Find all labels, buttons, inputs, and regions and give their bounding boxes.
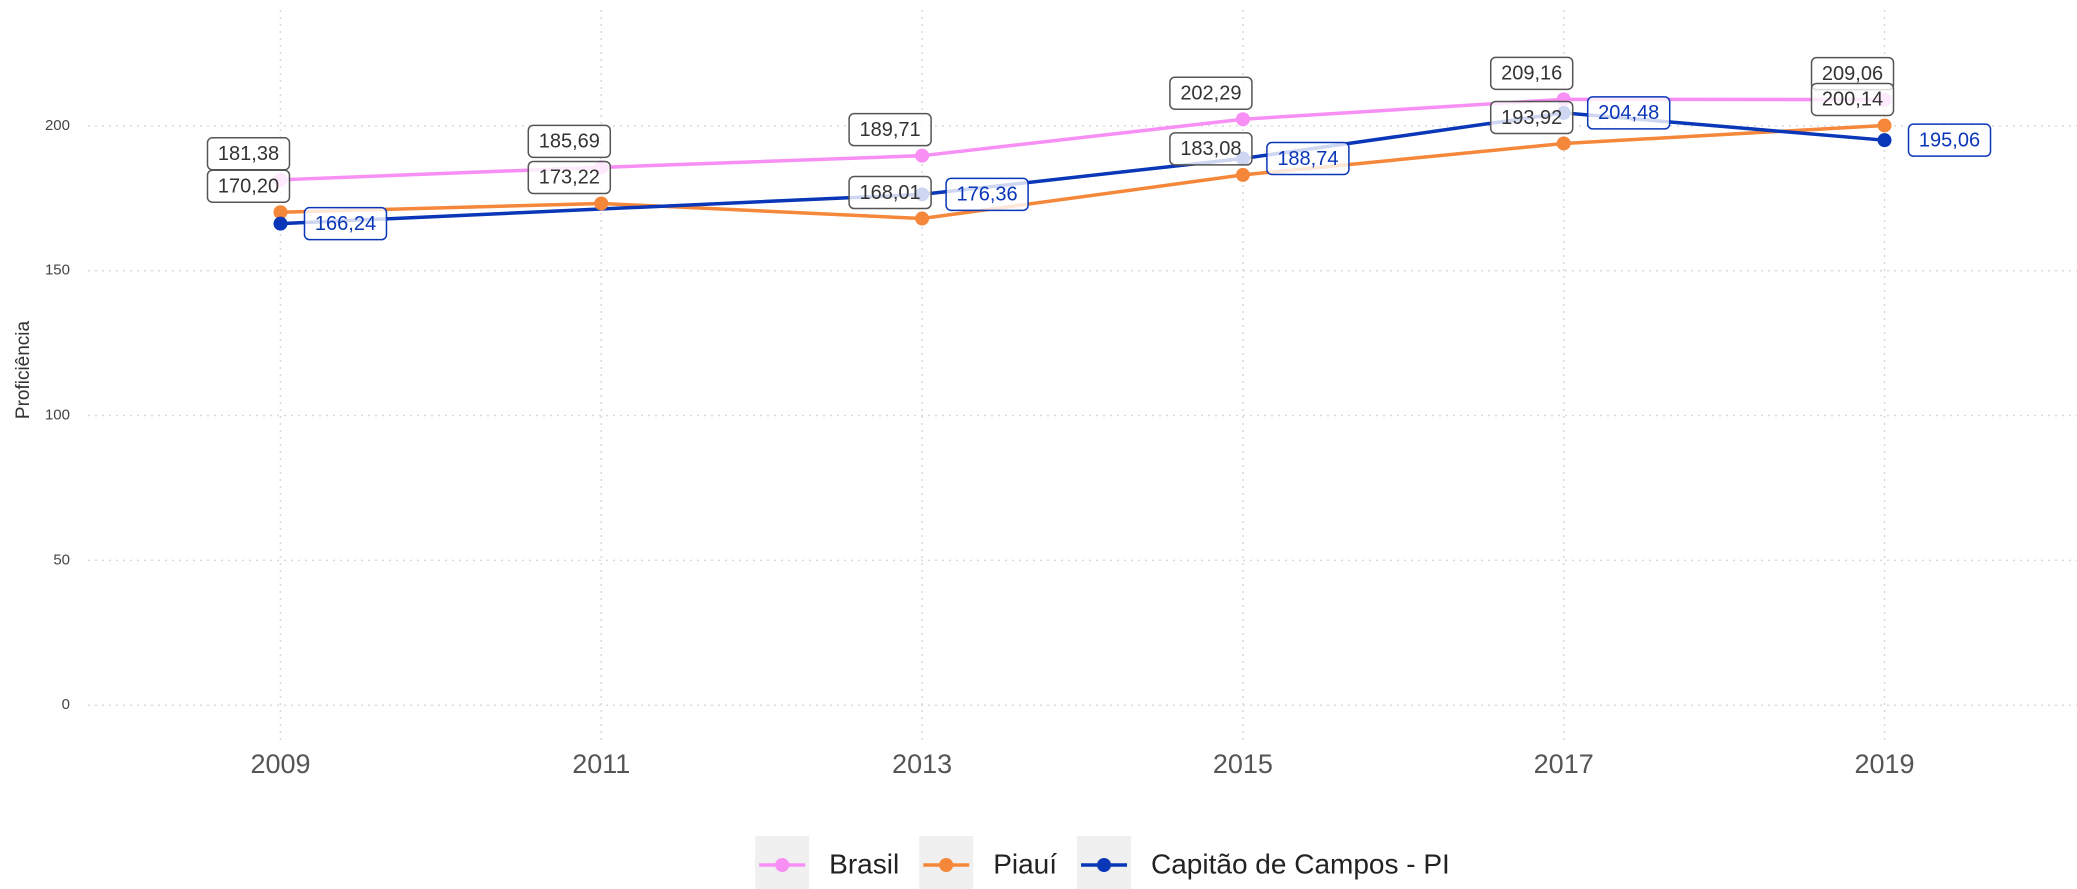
data-point [1877, 118, 1892, 133]
data-point [1235, 167, 1250, 182]
value-label-text: 170,20 [218, 175, 279, 197]
series-line [280, 123, 1885, 221]
data-point [273, 205, 288, 220]
value-label: 166,24 [303, 206, 388, 241]
value-label: 176,36 [945, 177, 1029, 212]
y-tick-label: 200 [45, 117, 70, 134]
value-label-box [527, 160, 612, 195]
data-point [1235, 112, 1250, 127]
legend-item: Capitão de Campos - PI [1077, 836, 1450, 889]
value-label-text: 200,14 [1822, 89, 1883, 111]
value-label: 202,29 [1169, 76, 1253, 110]
value-label-box [303, 206, 388, 241]
value-label-text: 176,36 [957, 184, 1018, 206]
value-label-text: 183,08 [1180, 138, 1241, 160]
value-label-text: 202,29 [1180, 83, 1241, 105]
legend-label: Capitão de Campos - PI [1151, 848, 1450, 879]
legend-key-point [1097, 858, 1112, 872]
value-label: 204,48 [1586, 96, 1671, 130]
value-label-text: 181,38 [218, 143, 279, 165]
value-label: 173,22 [527, 160, 612, 195]
x-tick-label: 2017 [1534, 749, 1594, 779]
legend-item: Piauí [919, 836, 1057, 889]
x-tick-label: 2013 [892, 749, 952, 779]
x-tick-label: 2019 [1854, 749, 1914, 779]
value-label-box [848, 175, 932, 210]
value-label-text: 209,16 [1501, 63, 1562, 85]
value-label-box [1489, 56, 1574, 91]
value-label-text: 188,74 [1277, 148, 1338, 170]
value-label-box [945, 177, 1029, 212]
value-label-text: 204,48 [1598, 102, 1659, 124]
x-tick-label: 2015 [1213, 749, 1273, 779]
value-label: 188,74 [1266, 141, 1350, 176]
value-label: 183,08 [1169, 132, 1253, 166]
value-label-box [848, 112, 932, 147]
y-axis-title: Proficiência [13, 320, 34, 419]
data-point [915, 211, 930, 226]
value-label-text: 185,69 [539, 131, 600, 153]
value-label: 200,14 [1810, 82, 1895, 117]
value-label: 189,71 [848, 112, 932, 147]
value-label: 185,69 [527, 124, 612, 159]
value-label-box [206, 169, 291, 203]
value-label: 209,16 [1489, 56, 1574, 91]
value-label-box [1586, 96, 1671, 130]
data-point [273, 216, 288, 231]
value-label-box [1266, 141, 1350, 176]
y-tick-label: 100 [45, 407, 70, 424]
legend-key-point [939, 858, 954, 872]
value-label-text: 168,01 [860, 182, 921, 204]
legend-item: Brasil [755, 836, 899, 889]
data-point [1556, 136, 1571, 151]
value-label-box [1169, 132, 1253, 166]
value-label-text: 173,22 [539, 167, 600, 189]
legend-key-point [775, 858, 790, 872]
value-label-text: 193,92 [1501, 107, 1562, 129]
value-label: 170,20 [206, 169, 291, 203]
value-label-box [1169, 76, 1253, 110]
data-point [594, 196, 609, 211]
value-label-box [1489, 100, 1574, 135]
value-label-text: 195,06 [1919, 129, 1980, 151]
legend-label: Brasil [829, 848, 899, 879]
value-label-text: 209,06 [1822, 63, 1883, 85]
value-label: 168,01 [848, 175, 932, 210]
y-tick-label: 50 [53, 551, 70, 568]
y-tick-label: 150 [45, 262, 70, 279]
value-label-box [1810, 82, 1895, 117]
data-point [1877, 133, 1892, 148]
legend-label: Piauí [993, 848, 1057, 879]
value-label-box [527, 124, 612, 159]
value-label-box [1907, 123, 1992, 157]
y-tick-label: 0 [62, 696, 70, 713]
x-tick-label: 2011 [572, 749, 630, 779]
value-label: 193,92 [1489, 100, 1574, 135]
data-point [915, 148, 930, 163]
value-label: 181,38 [206, 137, 291, 171]
value-label-text: 189,71 [860, 119, 921, 141]
x-tick-label: 2009 [250, 749, 310, 779]
value-label: 195,06 [1907, 123, 1992, 157]
legend: Brasil Piauí Capitão de Campos - PI [755, 836, 1450, 889]
value-label-text: 166,24 [315, 213, 376, 235]
